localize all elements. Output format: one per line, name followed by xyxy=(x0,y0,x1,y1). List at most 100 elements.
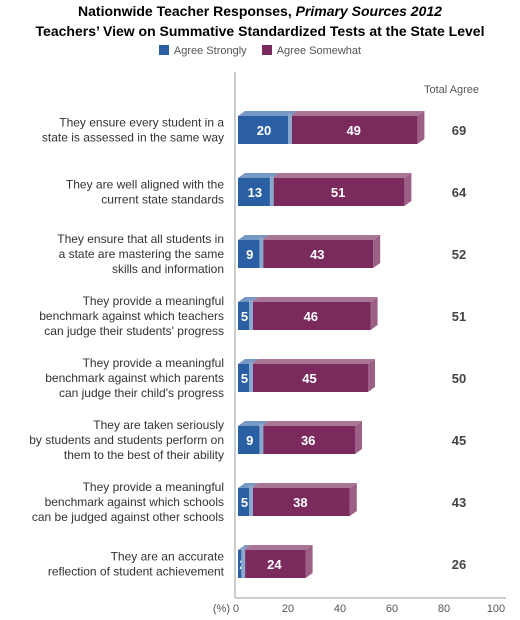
bar-agree-somewhat xyxy=(271,178,405,206)
bar-agree-strongly xyxy=(238,116,290,144)
bar-side-face-agree-somewhat xyxy=(404,173,412,206)
data-label-agree-strongly: 5 xyxy=(241,309,248,324)
data-label-agree-somewhat: 46 xyxy=(304,309,318,324)
bar-side-face-agree-somewhat xyxy=(417,111,425,144)
category-label: They are taken seriously xyxy=(93,418,224,432)
bar-top-face-agree-somewhat xyxy=(243,545,313,550)
bar-segment-divider xyxy=(269,175,274,206)
data-label-agree-strongly: 5 xyxy=(241,371,248,386)
data-label-agree-strongly: 13 xyxy=(248,185,262,200)
category-label: can be judged against other schools xyxy=(32,510,224,524)
category-label: a state are mastering the same xyxy=(59,247,225,261)
bar-agree-strongly xyxy=(238,302,251,330)
bar-side-face-agree-somewhat xyxy=(305,545,313,578)
category-label: skills and information xyxy=(112,262,224,276)
bar-side-face-agree-somewhat xyxy=(373,235,381,268)
x-tick-label: 80 xyxy=(438,603,450,615)
legend: Agree Strongly Agree Somewhat xyxy=(0,45,520,57)
bar-top-face-agree-somewhat xyxy=(251,483,357,488)
category-label: They ensure every student in a xyxy=(59,116,224,130)
category-label: They are an accurate xyxy=(111,550,225,564)
data-label-agree-somewhat: 49 xyxy=(346,123,360,138)
category-label: can judge their child's progress xyxy=(59,386,224,400)
legend-label-agree-strongly: Agree Strongly xyxy=(173,45,247,57)
bar-agree-strongly xyxy=(238,550,244,578)
category-label: They are well aligned with the xyxy=(66,178,224,192)
bar-agree-strongly xyxy=(238,426,262,454)
category-label: They provide a meaningful xyxy=(83,356,224,370)
bar-top-face-agree-somewhat xyxy=(271,173,412,178)
bar-top-face-agree-somewhat xyxy=(290,111,425,116)
x-tick-label: 0 xyxy=(233,603,239,615)
x-axis-unit-label: (%) xyxy=(213,603,230,615)
legend-swatch-agree-somewhat xyxy=(261,45,272,55)
bar-top-face-agree-somewhat xyxy=(261,235,381,240)
category-label: can judge their students' progress xyxy=(44,324,224,338)
bar-side-face-agree-somewhat xyxy=(349,483,357,516)
bar-agree-somewhat xyxy=(251,302,371,330)
category-label: state is assessed in the same way xyxy=(42,131,224,145)
legend-label-agree-somewhat: Agree Somewhat xyxy=(276,45,362,57)
category-label: reflection of student achievement xyxy=(48,565,225,579)
x-tick-label: 60 xyxy=(386,603,398,615)
category-label: them to the best of their ability xyxy=(64,448,224,462)
legend-swatch-agree-strongly xyxy=(158,45,169,55)
total-agree-value: 51 xyxy=(452,309,466,324)
total-agree-value: 26 xyxy=(452,557,466,572)
total-agree-value: 50 xyxy=(452,371,466,386)
data-label-agree-strongly: 20 xyxy=(257,123,271,138)
bar-segment-divider xyxy=(288,113,292,144)
chart-title-line2: Teachers’ View on Summative Standardized… xyxy=(35,23,485,39)
data-label-agree-strongly: 9 xyxy=(246,247,253,262)
data-label-agree-somewhat: 43 xyxy=(310,247,324,262)
bar-top-face-agree-strongly xyxy=(238,173,279,178)
data-label-agree-somewhat: 24 xyxy=(267,557,282,572)
legend-item-agree-strongly: Agree Strongly xyxy=(158,45,247,57)
bar-top-face-agree-somewhat xyxy=(251,359,375,364)
data-label-agree-strongly: 9 xyxy=(246,433,253,448)
category-label: by students and students perform on xyxy=(29,433,224,447)
category-label: They provide a meaningful xyxy=(83,294,224,308)
bar-agree-strongly xyxy=(238,488,251,516)
bar-side-face-agree-somewhat xyxy=(355,421,362,454)
category-label: They ensure that all students in xyxy=(57,232,224,246)
bar-agree-strongly xyxy=(238,178,272,206)
bar-agree-somewhat xyxy=(251,364,368,392)
category-label: benchmark against which teachers xyxy=(39,309,224,323)
data-label-agree-strongly: 5 xyxy=(241,495,248,510)
total-agree-value: 64 xyxy=(452,185,467,200)
legend-item-agree-somewhat: Agree Somewhat xyxy=(261,45,362,57)
bar-top-face-agree-somewhat xyxy=(261,421,362,426)
bar-segment-divider xyxy=(259,423,264,454)
bar-segment-divider xyxy=(249,299,253,330)
bar-top-face-agree-strongly xyxy=(238,297,258,302)
bar-agree-somewhat xyxy=(261,426,355,454)
bar-agree-strongly xyxy=(238,240,262,268)
total-agree-value: 52 xyxy=(452,247,466,262)
bar-top-face-agree-somewhat xyxy=(251,297,378,302)
data-label-agree-somewhat: 36 xyxy=(301,433,315,448)
total-agree-value: 43 xyxy=(452,495,466,510)
bar-side-face-agree-somewhat xyxy=(368,359,375,392)
x-tick-label: 40 xyxy=(334,603,346,615)
bar-segment-divider xyxy=(241,547,246,578)
category-label: benchmark against which schools xyxy=(45,495,224,509)
bar-segment-divider xyxy=(259,237,264,268)
data-label-agree-somewhat: 38 xyxy=(293,495,307,510)
bar-agree-strongly xyxy=(238,364,251,392)
bar-segment-divider xyxy=(249,361,253,392)
category-label: current state standards xyxy=(101,193,224,207)
bar-agree-somewhat xyxy=(261,240,374,268)
bar-agree-somewhat xyxy=(251,488,350,516)
category-label: benchmark against which parents xyxy=(45,371,224,385)
bar-top-face-agree-strongly xyxy=(238,483,258,488)
total-agree-header: Total Agree xyxy=(424,84,480,96)
bar-segment-divider xyxy=(249,485,253,516)
bar-agree-somewhat xyxy=(290,116,418,144)
data-label-agree-somewhat: 51 xyxy=(331,185,345,200)
bar-top-face-agree-strongly xyxy=(238,111,297,116)
bar-top-face-agree-strongly xyxy=(238,359,258,364)
total-agree-value: 69 xyxy=(452,123,466,138)
data-label-agree-somewhat: 45 xyxy=(302,371,316,386)
